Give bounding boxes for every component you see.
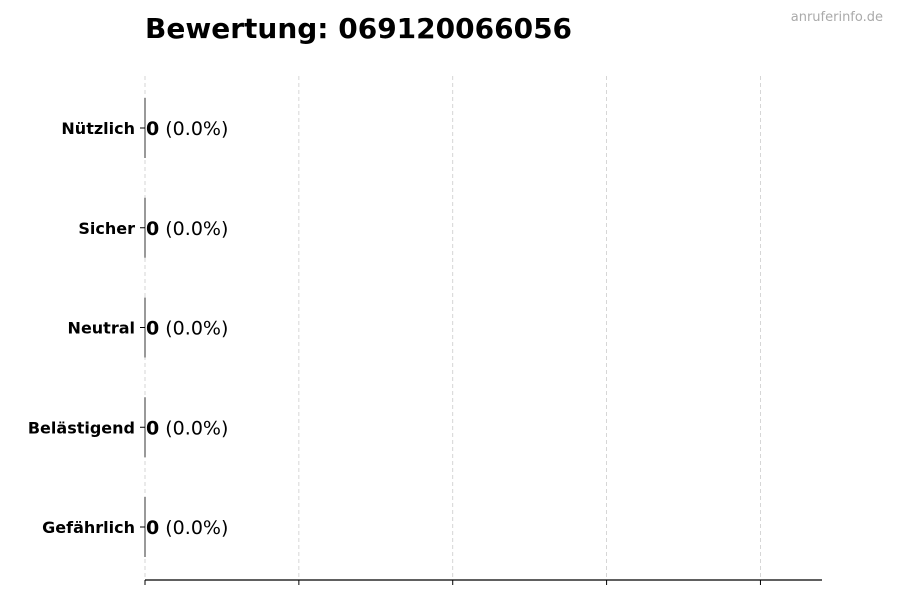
chart-title: Bewertung: 069120066056 [145,12,573,45]
value-label: 0 (0.0%) [146,517,228,539]
value-percent: (0.0%) [159,218,228,240]
value-percent: (0.0%) [159,517,228,539]
category-label: Neutral [68,319,135,338]
value-label: 0 (0.0%) [146,318,228,340]
value-count: 0 [146,218,159,240]
value-label: 0 (0.0%) [146,118,228,140]
value-count: 0 [146,417,159,439]
value-count: 0 [146,318,159,340]
value-count: 0 [146,517,159,539]
value-percent: (0.0%) [159,318,228,340]
category-label: Gefährlich [42,518,135,537]
category-label: Nützlich [61,119,135,138]
category-label: Belästigend [28,418,135,437]
value-count: 0 [146,118,159,140]
value-percent: (0.0%) [159,417,228,439]
category-label: Sicher [78,219,135,238]
value-label: 0 (0.0%) [146,218,228,240]
value-percent: (0.0%) [159,118,228,140]
watermark: anruferinfo.de [790,10,883,25]
value-label: 0 (0.0%) [146,417,228,439]
